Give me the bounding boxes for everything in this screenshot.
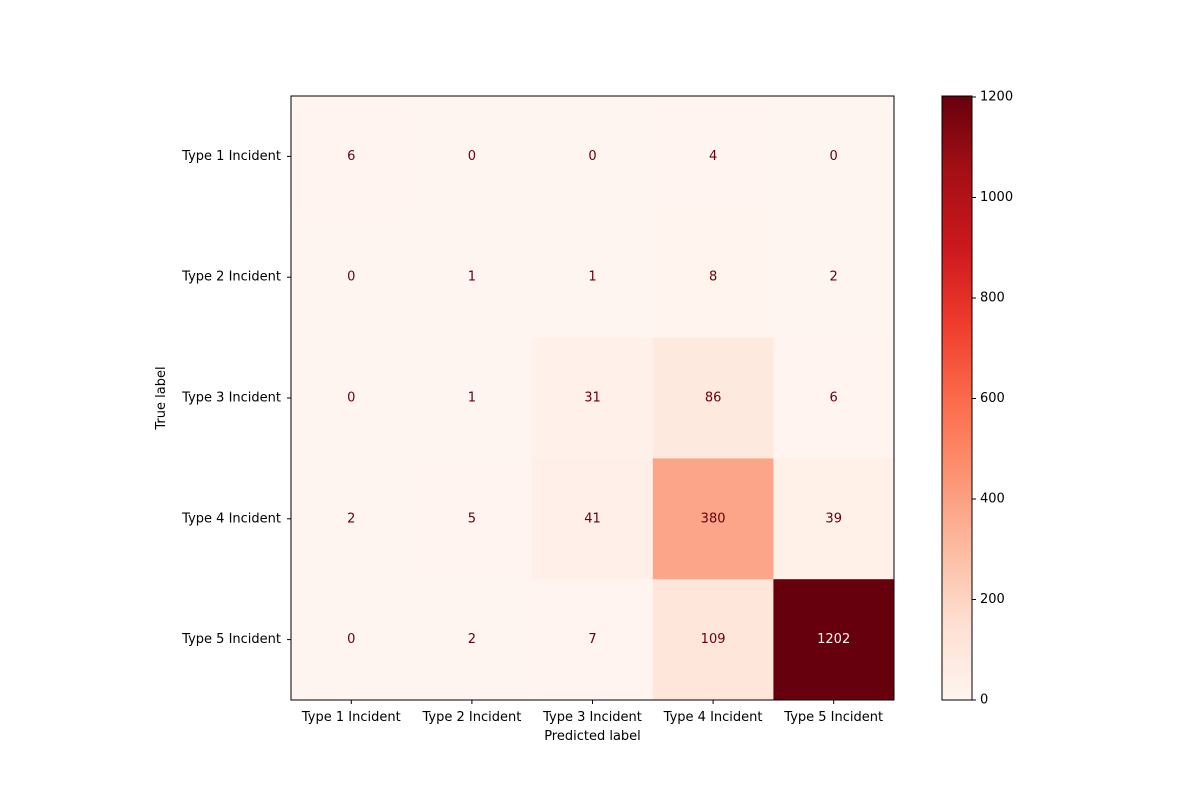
- colorbar-tick-label: 400: [980, 492, 1005, 507]
- heatmap-cell: [652, 579, 774, 701]
- cell-value-label: 86: [705, 391, 722, 406]
- heatmap-cell: [652, 458, 774, 580]
- cell-value-label: 0: [588, 149, 596, 164]
- cell-value-label: 5: [468, 511, 476, 526]
- y-tick-label: Type 2 Incident: [181, 270, 281, 285]
- heatmap-cell: [532, 458, 654, 580]
- heatmap-cell: [411, 216, 533, 339]
- colorbar-tick-label: 0: [980, 693, 988, 708]
- cell-value-label: 31: [584, 391, 601, 406]
- cell-value-label: 39: [825, 511, 842, 526]
- colorbar: [941, 95, 973, 701]
- heatmap-cell: [291, 96, 413, 218]
- cell-value-label: 1: [588, 270, 596, 285]
- heatmap-cell: [291, 337, 413, 459]
- cell-value-label: 6: [347, 149, 355, 164]
- cell-value-label: 109: [701, 632, 726, 647]
- colorbar-tick-label: 200: [980, 592, 1005, 607]
- heatmap-cell: [291, 579, 413, 701]
- cell-value-label: 1202: [817, 632, 850, 647]
- x-axis-ticks: Type 1 Incident Type 2 Incident Type 3 Inc…: [301, 700, 883, 725]
- y-tick-label: Type 1 Incident: [181, 149, 281, 164]
- heatmap-cell: [411, 337, 533, 459]
- heatmap-cell: [291, 458, 413, 580]
- y-axis-ticks: Type 1 Incident Type 2 Incident Type 3 Inc…: [181, 149, 291, 647]
- cell-value-label: 4: [709, 149, 717, 164]
- x-tick-label: Type 5 Incident: [783, 710, 883, 725]
- cell-value-label: 8: [709, 270, 717, 285]
- heatmap-cell: [291, 216, 413, 339]
- heatmap-cell: [773, 458, 895, 580]
- cell-value-label: 0: [347, 270, 355, 285]
- colorbar-tick-label: 800: [980, 291, 1005, 306]
- colorbar-ticks: 0 200 400 600 800 1000 1200: [972, 90, 1013, 708]
- cell-value-label: 1: [468, 270, 476, 285]
- cell-value-label: 41: [584, 511, 601, 526]
- heatmap-cell: [532, 216, 654, 339]
- x-axis-label: Predicted label: [544, 729, 641, 744]
- y-axis-label: True label: [154, 366, 169, 430]
- heatmap-cell: [652, 337, 774, 459]
- heatmap-cell: [652, 216, 774, 339]
- cell-value-label: 0: [468, 149, 476, 164]
- heatmap-cell: [411, 96, 533, 218]
- heatmap-cell: [532, 96, 654, 218]
- x-tick-label: Type 3 Incident: [542, 710, 642, 725]
- heatmap-cell: [773, 216, 895, 339]
- colorbar-tick-label: 1200: [980, 90, 1013, 105]
- cell-value-label: 0: [830, 149, 838, 164]
- cell-value-label: 380: [701, 511, 726, 526]
- cell-value-label: 1: [468, 391, 476, 406]
- x-tick-label: Type 2 Incident: [421, 710, 521, 725]
- cell-value-label: 7: [588, 632, 596, 647]
- heatmap-cell: [652, 96, 774, 218]
- y-tick-label: Type 4 Incident: [181, 511, 281, 526]
- cell-value-label: 6: [830, 391, 838, 406]
- cell-value-label: 2: [830, 270, 838, 285]
- heatmap-cell: [773, 337, 895, 459]
- heatmap-cell: [532, 579, 654, 701]
- cell-value-label: 0: [347, 632, 355, 647]
- y-tick-label: Type 3 Incident: [181, 391, 281, 406]
- colorbar-tick-label: 1000: [980, 190, 1013, 205]
- heatmap-cell: [532, 337, 654, 459]
- cell-value-label: 0: [347, 391, 355, 406]
- x-tick-label: Type 1 Incident: [301, 710, 401, 725]
- heatmap-cell: [773, 96, 895, 218]
- y-tick-label: Type 5 Incident: [181, 632, 281, 647]
- cell-value-label: 2: [468, 632, 476, 647]
- colorbar-tick-label: 600: [980, 391, 1005, 406]
- heatmap-cell: [411, 458, 533, 580]
- heatmap-cells: 6 0 0 4 0 0 1 1 8 2 0 1 31 86 6 2 5 41 380 39 0 2 7 109 1202: [291, 96, 895, 701]
- x-tick-label: Type 4 Incident: [663, 710, 763, 725]
- cell-value-label: 2: [347, 511, 355, 526]
- heatmap-cell: [411, 579, 533, 701]
- heatmap-cell: [773, 579, 895, 701]
